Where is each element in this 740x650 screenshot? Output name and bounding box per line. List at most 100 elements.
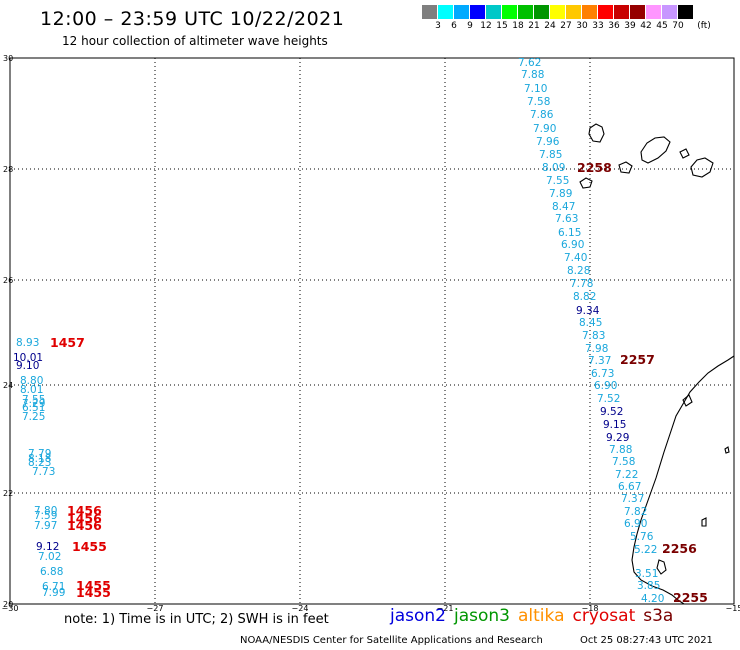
legend-swatch <box>470 5 486 19</box>
wave-height-value: 6.51 <box>22 402 45 414</box>
legend-label: 21 <box>528 21 540 31</box>
wave-height-value: 6.90 <box>594 380 617 392</box>
map-subtitle: 12 hour collection of altimeter wave hei… <box>62 34 328 48</box>
x-tick-label: −15 <box>726 604 740 613</box>
coastal-islet <box>701 517 707 527</box>
legend-labels: 3 6 9 12 15 18 21 24 27 30 33 36 39 42 45 70 (ft) <box>422 19 711 33</box>
footnote: note: 1) Time is in UTC; 2) SWH is in fe… <box>64 612 329 627</box>
legend-swatch <box>502 5 518 19</box>
legend-swatch <box>550 5 566 19</box>
wave-height-value: 6.90 <box>624 518 647 530</box>
wave-height-value: 7.10 <box>524 83 547 95</box>
pass-time-label: 1456 <box>67 511 102 526</box>
wave-height-value: 6.88 <box>40 566 63 578</box>
x-tick-label: −27 <box>147 604 164 613</box>
island-coastline <box>679 148 690 159</box>
satellite-s3a: s3a <box>643 606 674 626</box>
wave-height-value: 7.40 <box>564 252 587 264</box>
pass-time-label: 1457 <box>50 335 85 350</box>
legend-swatch <box>630 5 646 19</box>
wave-height-value: 7.52 <box>597 393 620 405</box>
wave-height-value: 7.55 <box>22 394 45 406</box>
coastal-islet <box>682 394 693 407</box>
wave-height-value: 8.23 <box>28 457 51 469</box>
wave-height-value: 6.90 <box>561 239 584 251</box>
legend-label: 9 <box>467 21 473 31</box>
wave-height-value: 8.80 <box>20 375 43 387</box>
legend-swatch <box>662 5 678 19</box>
legend-label: 18 <box>512 21 524 31</box>
wave-height-value: 7.99 <box>42 587 65 599</box>
y-tick-label: 26 <box>3 276 13 285</box>
legend-swatch <box>534 5 550 19</box>
wave-height-value: 7.78 <box>570 278 593 290</box>
satellite-jason2: jason2 <box>390 606 446 626</box>
legend-label: 24 <box>544 21 556 31</box>
wave-height-value: 7.98 <box>585 343 608 355</box>
satellite-jason3: jason3 <box>454 606 510 626</box>
wave-height-value: 8.01 <box>20 384 43 396</box>
y-tick-label: 22 <box>3 489 13 498</box>
legend-label: 70 <box>672 21 684 31</box>
wave-height-value: 7.62 <box>518 57 541 69</box>
wave-height-value: 7.96 <box>536 136 560 148</box>
wave-height-value: 7.97 <box>34 520 57 532</box>
map-title: 12:00 – 23:59 UTC 10/22/2021 <box>40 8 345 30</box>
wave-height-value: 7.86 <box>530 109 554 121</box>
x-tick-label: −24 <box>292 604 309 613</box>
wave-height-value: 9.10 <box>16 360 39 372</box>
legend-label: 30 <box>576 21 588 31</box>
legend-swatch <box>438 5 454 19</box>
legend-swatch <box>582 5 598 19</box>
wave-height-value: 7.37 <box>621 493 644 505</box>
wave-height-value: 6.67 <box>618 481 641 493</box>
satellite-cryosat: cryosat <box>572 606 636 626</box>
pass-time-label: 1456 <box>67 503 102 518</box>
wave-height-value: 7.80 <box>34 505 57 517</box>
legend-label: 27 <box>560 21 572 31</box>
wave-height-value: 5.22 <box>634 544 657 556</box>
island-coastline <box>640 136 671 164</box>
wave-height-color-legend: 3 6 9 12 15 18 21 24 27 30 33 36 39 42 45 70 (ft) <box>422 5 711 33</box>
wave-height-value: 8.28 <box>567 265 590 277</box>
island-coastline <box>579 177 593 189</box>
pass-time-label: 1455 <box>76 578 111 593</box>
wave-height-value: 7.25 <box>22 411 45 423</box>
island-coastline <box>618 161 633 174</box>
legend-label: 12 <box>480 21 492 31</box>
wave-height-value: 9.52 <box>600 406 623 418</box>
wave-height-value: 4.20 <box>641 593 664 605</box>
wave-height-value: 7.29 <box>22 398 45 410</box>
island-coastline <box>690 157 714 178</box>
legend-label: 45 <box>656 21 668 31</box>
wave-height-value: 8.93 <box>16 337 39 349</box>
wave-height-value: 7.58 <box>527 96 550 108</box>
legend-swatch <box>678 5 694 19</box>
wave-height-value: 8.47 <box>552 201 575 213</box>
legend-swatch <box>646 5 662 19</box>
legend-swatch <box>518 5 534 19</box>
legend-label: 36 <box>608 21 620 31</box>
wave-height-value: 7.79 <box>28 448 51 460</box>
wave-height-value: 7.73 <box>32 466 55 478</box>
legend-label: 3 <box>435 21 441 31</box>
y-tick-label: 28 <box>3 165 13 174</box>
wave-height-value: 9.34 <box>576 305 600 317</box>
legend-label: 6 <box>451 21 457 31</box>
wave-height-value: 7.88 <box>609 444 632 456</box>
legend-label: 33 <box>592 21 604 31</box>
legend-swatches <box>422 5 694 19</box>
wave-height-value: 6.71 <box>42 581 65 593</box>
wave-height-value: 8.82 <box>573 291 596 303</box>
legend-label: 39 <box>624 21 636 31</box>
wave-height-value: 8.45 <box>579 317 602 329</box>
wave-height-value: 7.83 <box>582 330 605 342</box>
pass-time-label: 2257 <box>620 352 655 367</box>
wave-height-value: 7.63 <box>555 213 578 225</box>
generated-timestamp: Oct 25 08:27:43 UTC 2021 <box>580 635 713 646</box>
wave-height-value: 7.37 <box>588 355 611 367</box>
map-frame <box>9 57 735 605</box>
x-tick-label: −21 <box>437 604 454 613</box>
y-tick-label: 20 <box>3 600 13 609</box>
